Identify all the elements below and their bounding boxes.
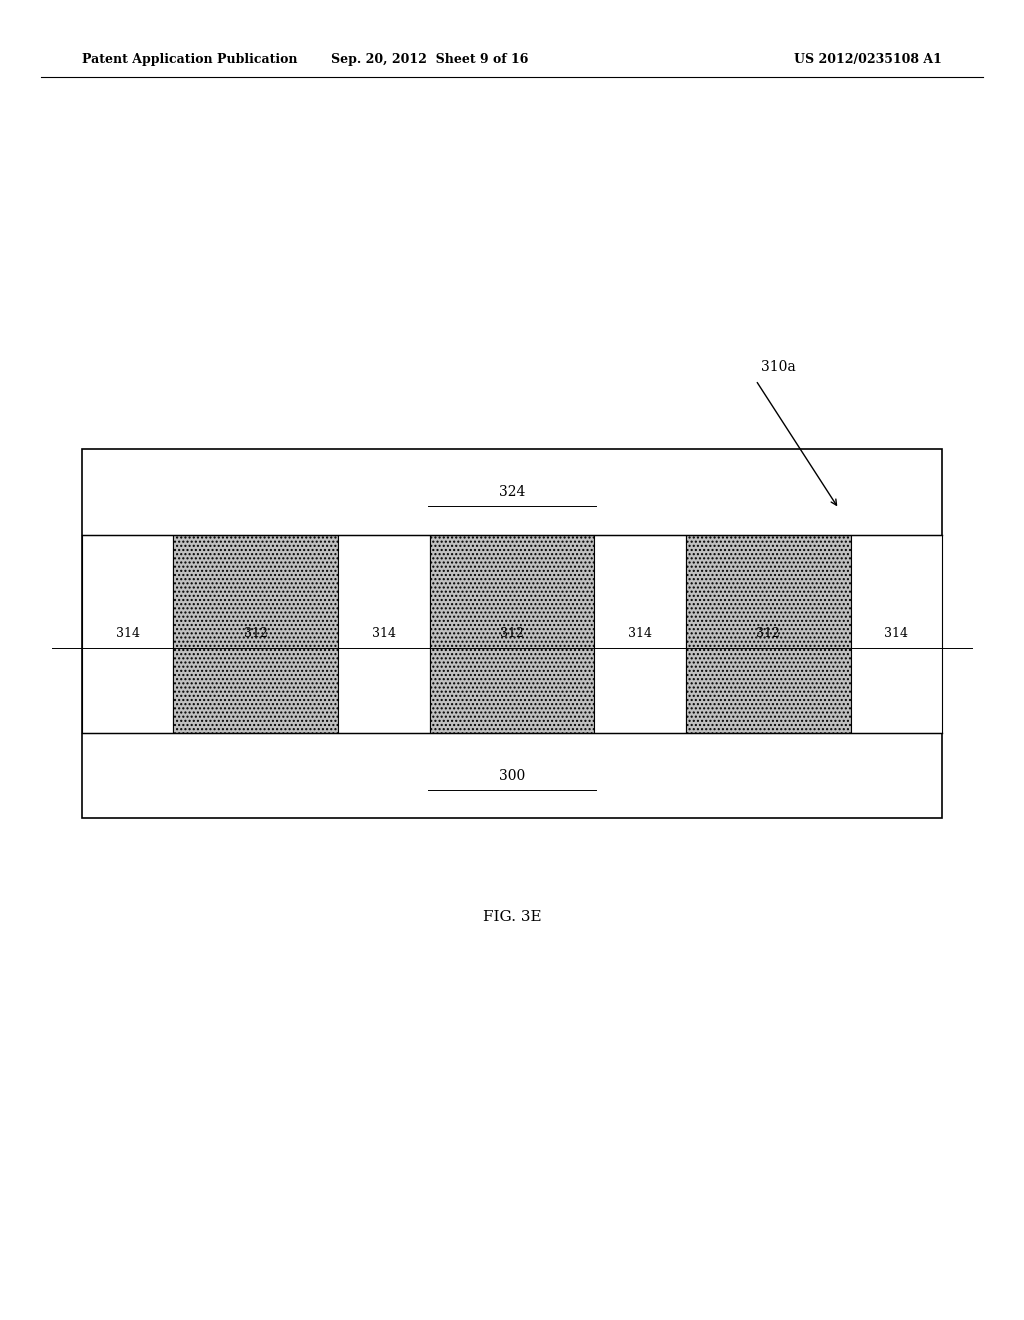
Text: 324: 324 — [499, 484, 525, 499]
Text: 314: 314 — [116, 627, 139, 640]
Text: 300: 300 — [499, 768, 525, 783]
Text: 312: 312 — [244, 627, 267, 640]
Bar — [594, 535, 686, 733]
Text: 314: 314 — [885, 627, 908, 640]
Bar — [686, 535, 851, 733]
Bar — [430, 535, 594, 733]
Text: US 2012/0235108 A1: US 2012/0235108 A1 — [795, 53, 942, 66]
Bar — [82, 449, 942, 818]
Text: 312: 312 — [500, 627, 524, 640]
Text: 314: 314 — [628, 627, 652, 640]
Text: Patent Application Publication: Patent Application Publication — [82, 53, 297, 66]
Bar — [82, 535, 173, 733]
Text: 312: 312 — [757, 627, 780, 640]
Text: Sep. 20, 2012  Sheet 9 of 16: Sep. 20, 2012 Sheet 9 of 16 — [332, 53, 528, 66]
Text: 310a: 310a — [761, 359, 796, 374]
Bar — [338, 535, 430, 733]
Text: FIG. 3E: FIG. 3E — [482, 911, 542, 924]
Bar — [173, 535, 338, 733]
Bar — [851, 535, 942, 733]
Text: 314: 314 — [372, 627, 396, 640]
